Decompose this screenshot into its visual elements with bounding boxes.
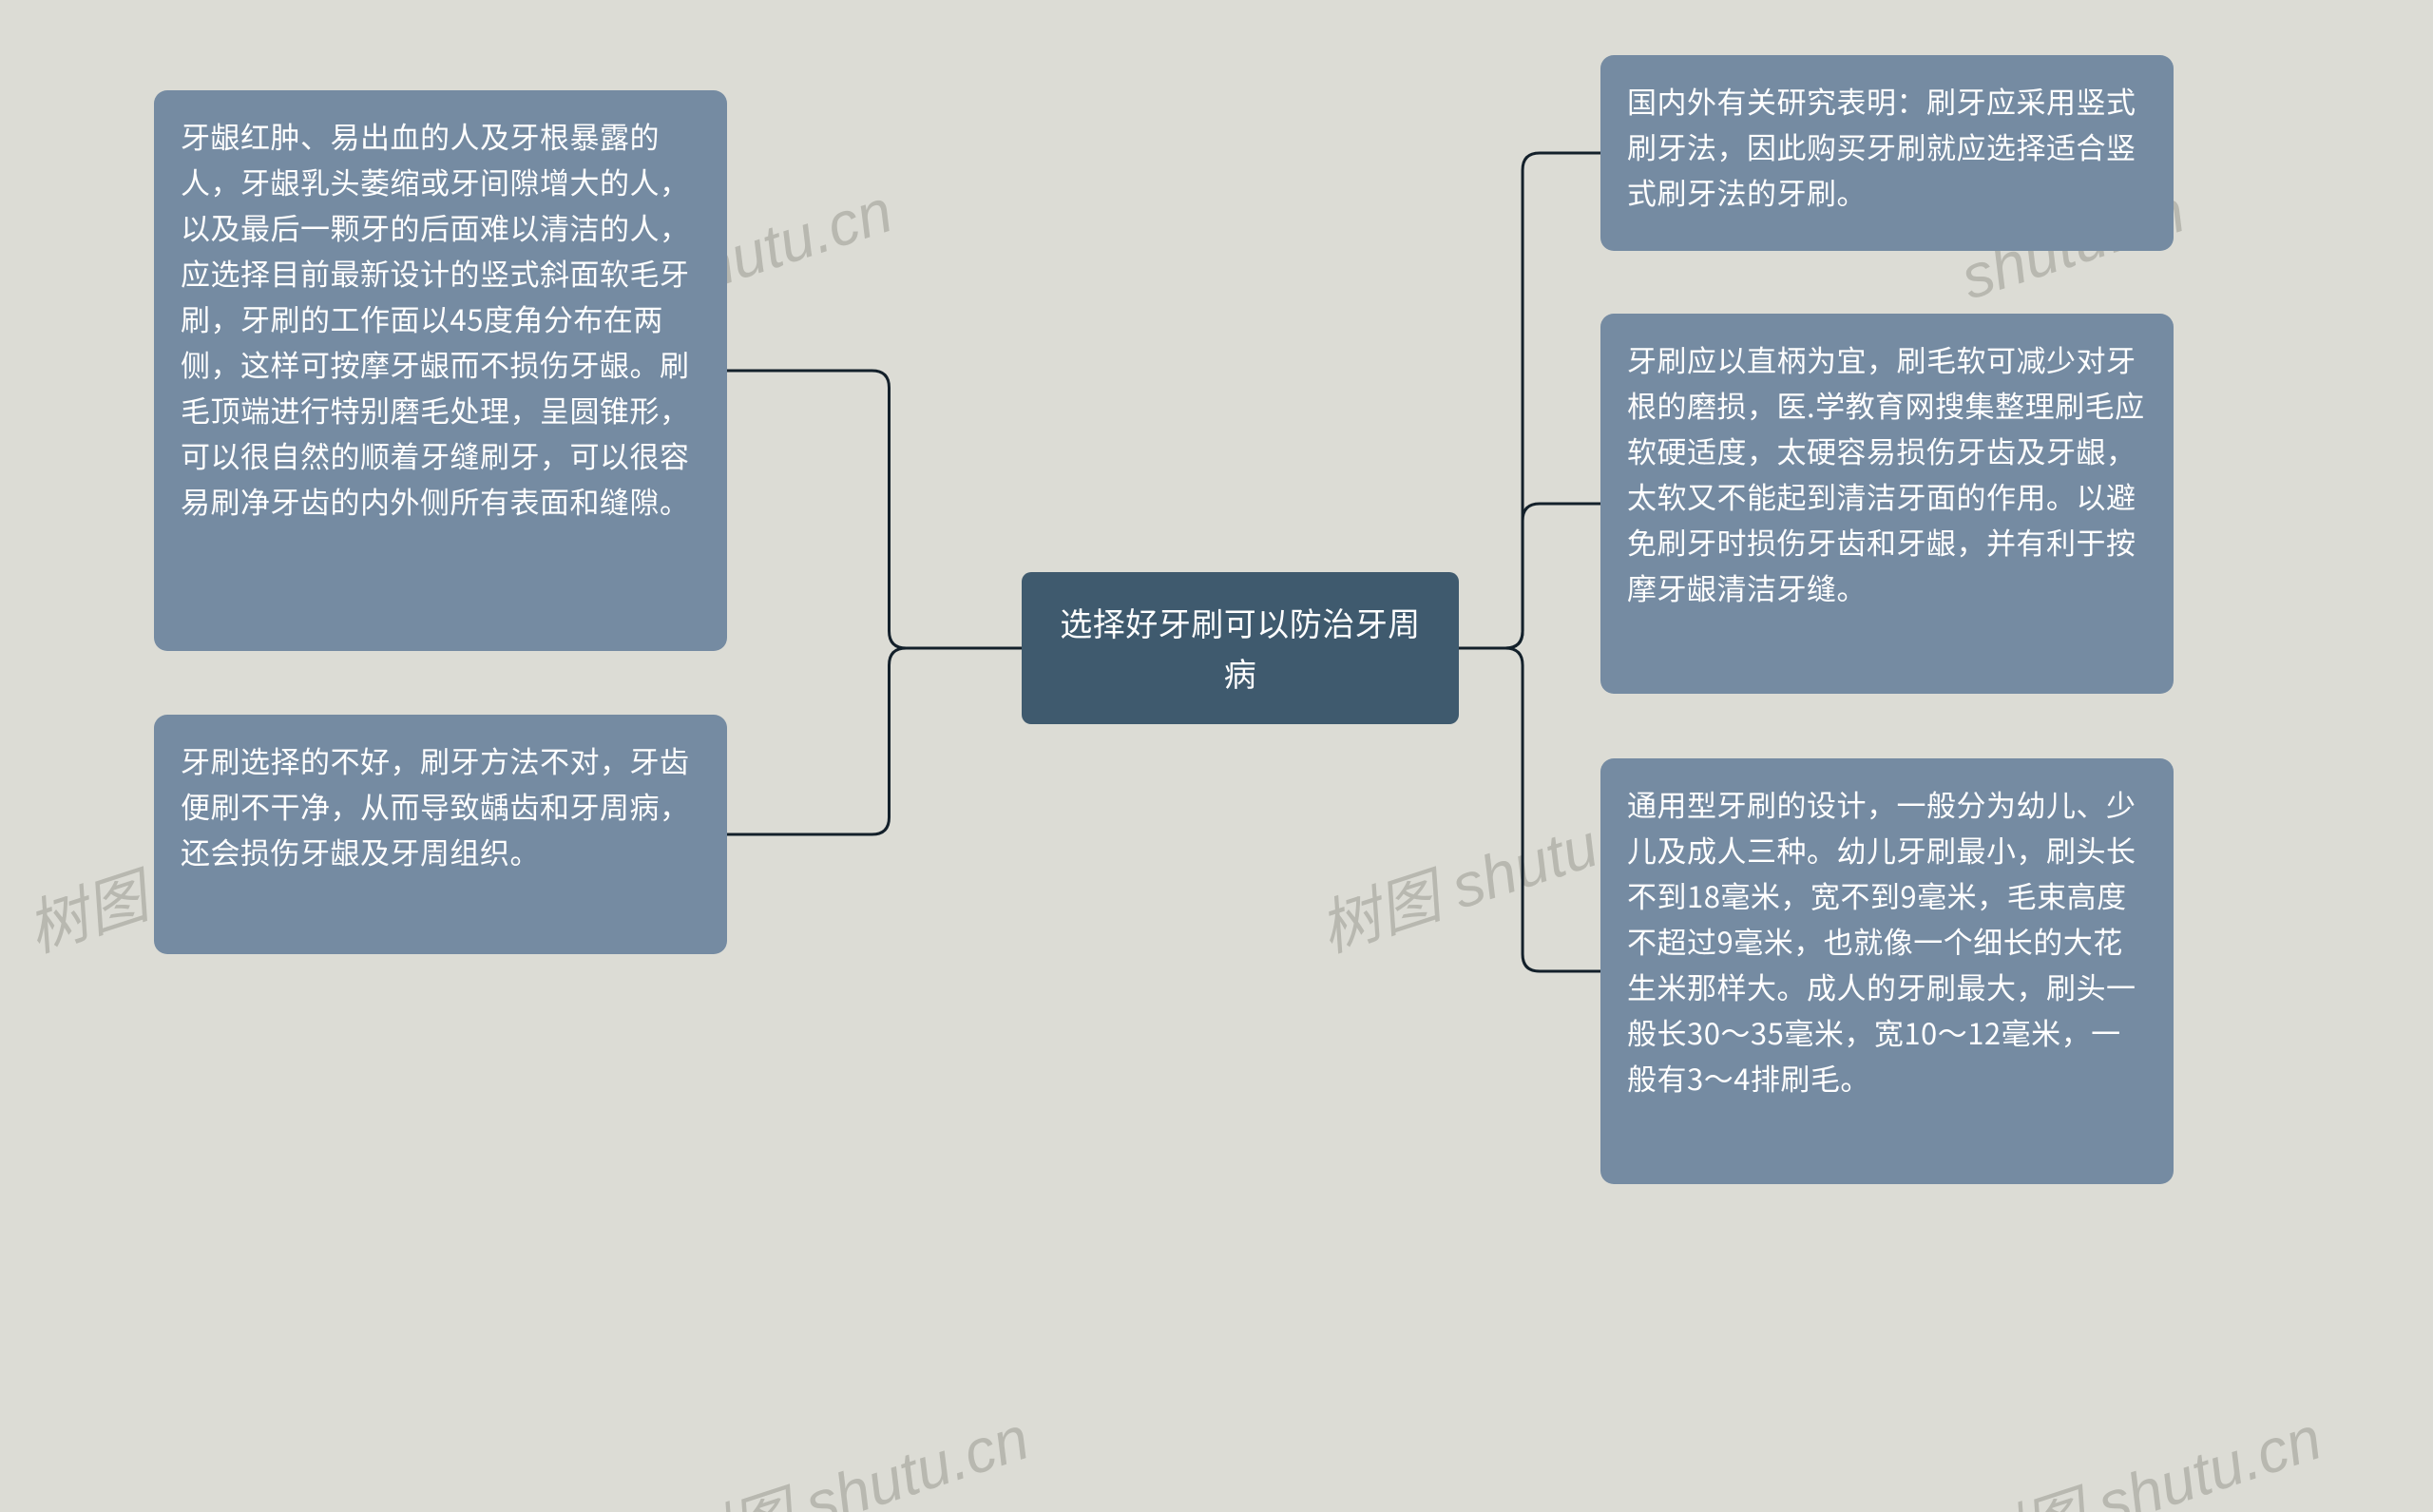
left-node-1-text: 牙龈红肿、易出血的人及牙根暴露的人，牙龈乳头萎缩或牙间隙增大的人，以及最后一颗牙… <box>181 113 700 524</box>
connector <box>1459 648 1600 971</box>
connector <box>727 648 1022 834</box>
right-node-1-text: 国内外有关研究表明：刷牙应采用竖式刷牙法，因此购买牙刷就应选择适合竖式刷牙法的牙… <box>1627 78 2147 215</box>
right-node-2[interactable]: 牙刷应以直柄为宜，刷毛软可减少对牙根的磨损，医.学教育网搜集整理刷毛应软硬适度，… <box>1600 314 2174 694</box>
left-node-1[interactable]: 牙龈红肿、易出血的人及牙根暴露的人，牙龈乳头萎缩或牙间隙增大的人，以及最后一颗牙… <box>154 90 727 651</box>
watermark: 树图 shutu.cn <box>661 1389 1038 1512</box>
connector <box>1459 504 1600 648</box>
left-node-2[interactable]: 牙刷选择的不好，刷牙方法不对，牙齿便刷不干净，从而导致龋齿和牙周病，还会损伤牙龈… <box>154 715 727 954</box>
mindmap-canvas: shutu.cnshutu.cn树图 shutu.cn树图 shutu.cn树图… <box>0 0 2433 1512</box>
connector <box>727 371 1022 648</box>
right-node-3-text: 通用型牙刷的设计，一般分为幼儿、少儿及成人三种。幼儿牙刷最小，刷头长不到18毫米… <box>1627 781 2147 1101</box>
center-node[interactable]: 选择好牙刷可以防治牙周病 <box>1022 572 1459 724</box>
center-node-text: 选择好牙刷可以防治牙周病 <box>1048 598 1432 698</box>
right-node-3[interactable]: 通用型牙刷的设计，一般分为幼儿、少儿及成人三种。幼儿牙刷最小，刷头长不到18毫米… <box>1600 758 2174 1184</box>
left-node-2-text: 牙刷选择的不好，刷牙方法不对，牙齿便刷不干净，从而导致龋齿和牙周病，还会损伤牙龈… <box>181 737 700 874</box>
watermark: 树图 shutu.cn <box>1953 1389 2330 1512</box>
right-node-1[interactable]: 国内外有关研究表明：刷牙应采用竖式刷牙法，因此购买牙刷就应选择适合竖式刷牙法的牙… <box>1600 55 2174 251</box>
connector <box>1459 153 1600 648</box>
right-node-2-text: 牙刷应以直柄为宜，刷毛软可减少对牙根的磨损，医.学教育网搜集整理刷毛应软硬适度，… <box>1627 336 2147 610</box>
